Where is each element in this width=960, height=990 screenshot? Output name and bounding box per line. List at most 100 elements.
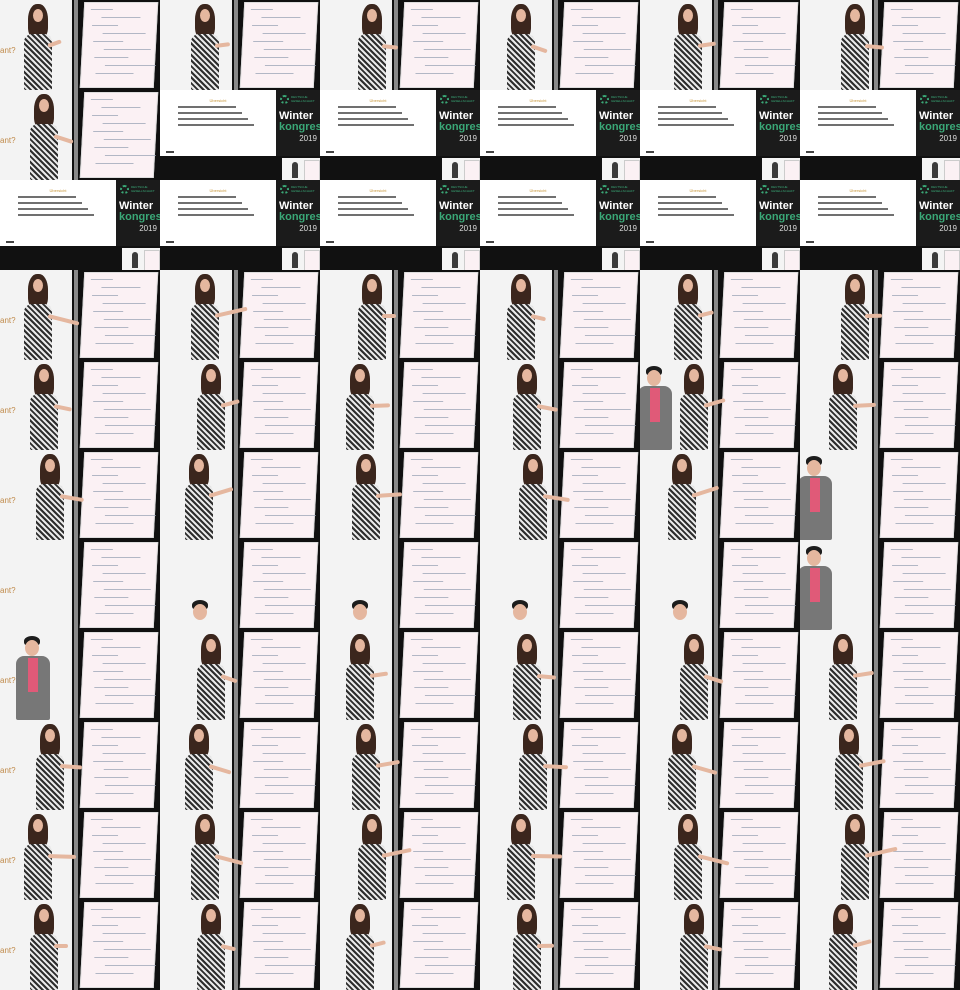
edge-text: ant? — [0, 136, 16, 145]
handwriting-line — [741, 737, 781, 738]
slide-bullet — [818, 214, 894, 216]
handwriting-line — [570, 459, 593, 460]
handwriting-line — [584, 335, 636, 336]
edge-text: ant? — [0, 496, 16, 505]
handwriting-line — [734, 327, 769, 328]
easel-pole — [394, 270, 398, 360]
handwriting-line — [581, 377, 621, 378]
handwriting-line — [571, 475, 599, 476]
handwriting-line — [93, 581, 124, 582]
flipchart — [719, 452, 799, 538]
handwriting-line — [104, 875, 156, 876]
flipchart — [719, 542, 799, 628]
handwriting-line — [263, 859, 311, 860]
dress — [191, 844, 219, 900]
handwriting-line — [422, 843, 466, 844]
stage-frame — [480, 900, 640, 990]
handwriting-line — [414, 327, 449, 328]
handwriting-line — [743, 679, 791, 680]
handwriting-line — [584, 695, 636, 696]
dress — [358, 304, 386, 360]
face — [516, 819, 526, 832]
slide-bullet — [178, 196, 236, 198]
handwriting-line — [890, 9, 913, 10]
slide-bullet — [818, 196, 876, 198]
handwriting-line — [93, 401, 124, 402]
handwriting-line — [262, 663, 306, 664]
handwriting-line — [255, 523, 294, 524]
dress — [346, 394, 374, 450]
easel-pole — [74, 900, 78, 990]
handwriting-line — [104, 425, 156, 426]
stage-frame — [160, 720, 320, 810]
handwriting-line — [743, 499, 791, 500]
handwriting-line — [584, 425, 636, 426]
face — [689, 639, 699, 652]
handwriting-line — [894, 867, 929, 868]
handwriting-line — [574, 417, 609, 418]
brand-word-winter: Winter — [439, 110, 474, 122]
easel-pole — [234, 0, 238, 90]
stage-frame — [320, 270, 480, 360]
handwriting-line — [421, 647, 461, 648]
handwriting-line — [744, 695, 796, 696]
handwriting-line — [254, 687, 289, 688]
handwriting-line — [730, 369, 753, 370]
handwriting-line — [893, 671, 924, 672]
slide-bullet — [658, 202, 722, 204]
slide-title: Übersicht — [369, 98, 387, 103]
handwriting-line — [424, 875, 476, 876]
handwriting-line — [424, 605, 476, 606]
slide-footer-logo — [166, 151, 174, 153]
handwriting-line — [571, 745, 599, 746]
handwriting-line — [894, 507, 929, 508]
face — [25, 640, 39, 656]
dress — [519, 484, 547, 540]
dress — [829, 664, 857, 720]
handwriting-line — [734, 417, 769, 418]
slide-bullet — [658, 112, 722, 114]
handwriting-line — [91, 115, 119, 116]
slide-bullet — [338, 202, 402, 204]
handwriting-line — [414, 507, 449, 508]
stage-frame — [640, 360, 800, 450]
handwriting-line — [575, 973, 614, 974]
slide-footer-logo — [6, 241, 14, 243]
flipchart — [559, 902, 639, 988]
handwriting-line — [414, 57, 449, 58]
handwriting-line — [731, 745, 759, 746]
picture-in-picture — [282, 158, 320, 180]
handwriting-line — [102, 753, 146, 754]
handwriting-line — [411, 475, 439, 476]
handwriting-line — [250, 909, 273, 910]
shirt — [810, 478, 820, 512]
slide-brand-panel: DEUTSCHE GESELLSCHAFT Winterkongress2019 — [276, 180, 320, 246]
handwriting-line — [421, 557, 461, 558]
flipchart — [79, 362, 159, 448]
handwriting-line — [101, 737, 141, 738]
easel-pole — [74, 0, 78, 90]
slide-content: Übersicht — [320, 180, 436, 246]
handwriting-line — [250, 639, 273, 640]
handwriting-line — [261, 287, 301, 288]
stage-frame — [480, 270, 640, 360]
mini-flipchart — [784, 250, 800, 270]
flipchart — [239, 452, 319, 538]
handwriting-line — [744, 335, 796, 336]
handwriting-line — [422, 303, 466, 304]
face — [361, 729, 371, 742]
stage-frame — [800, 270, 960, 360]
handwriting-line — [743, 859, 791, 860]
flipchart — [399, 272, 479, 358]
handwriting-line — [734, 867, 769, 868]
handwriting-line — [91, 25, 119, 26]
mini-flipchart — [784, 160, 800, 180]
face — [850, 819, 860, 832]
handwriting-line — [575, 433, 614, 434]
handwriting-line — [264, 785, 316, 786]
stage-frame — [160, 0, 320, 90]
dress — [30, 934, 58, 990]
handwriting-line — [891, 295, 919, 296]
easel-pole — [554, 900, 558, 990]
slide-brand-panel: DEUTSCHE GESELLSCHAFT Winterkongress2019 — [916, 90, 960, 156]
